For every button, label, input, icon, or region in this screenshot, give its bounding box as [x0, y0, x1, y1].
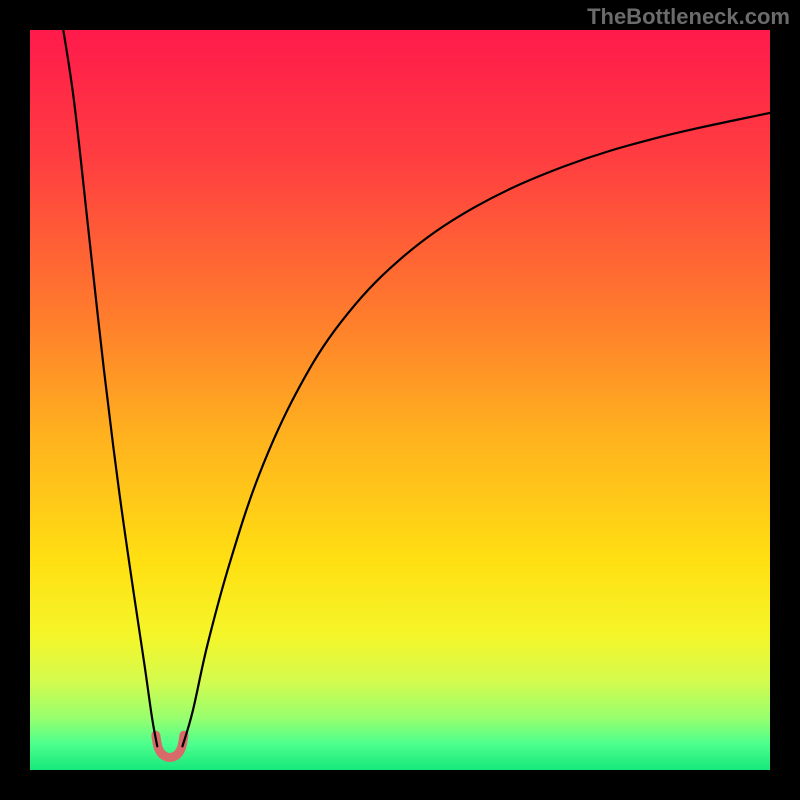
plot-background-gradient — [30, 30, 770, 770]
bottleneck-chart: TheBottleneck.com — [0, 0, 800, 800]
chart-svg — [0, 0, 800, 800]
watermark-text: TheBottleneck.com — [587, 4, 790, 30]
